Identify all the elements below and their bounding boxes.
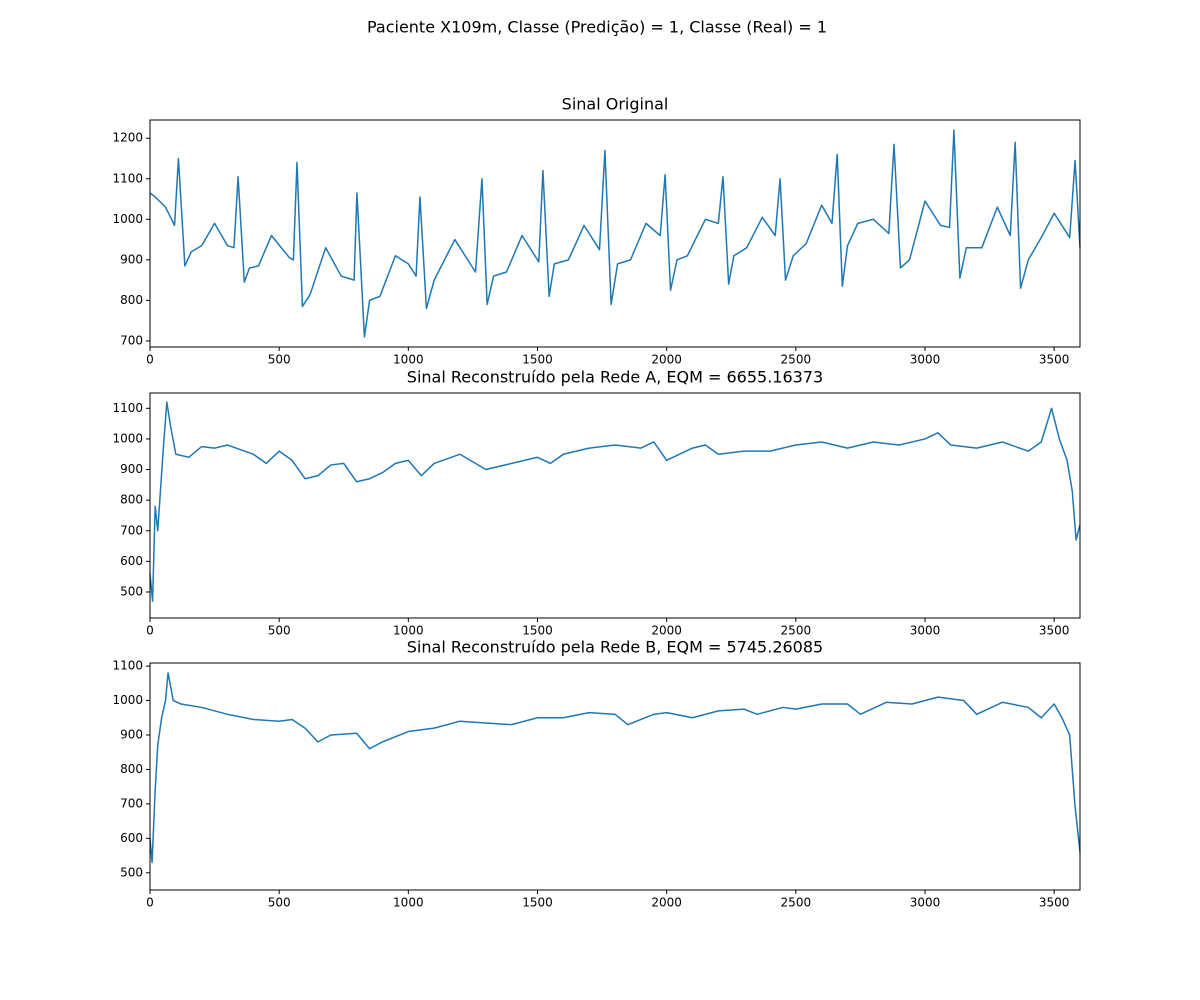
axes-frame [149, 662, 1081, 891]
y-tick-label: 1000 [112, 693, 143, 707]
y-tick-label: 700 [120, 523, 143, 537]
x-tick-label: 3500 [1039, 896, 1070, 910]
signal-line [149, 401, 1081, 602]
x-tick-label: 1500 [522, 624, 553, 638]
x-tick-label: 2500 [781, 896, 812, 910]
y-tick-label: 1100 [112, 401, 143, 415]
x-tick-label: 2500 [781, 624, 812, 638]
x-tick-label: 3000 [910, 353, 941, 367]
y-tick-label: 1200 [112, 131, 143, 145]
y-tick-label: 700 [120, 796, 143, 810]
x-tick-label: 1000 [393, 624, 424, 638]
y-tick-label: 900 [120, 727, 143, 741]
y-tick-label: 1100 [112, 659, 143, 673]
y-tick-label: 900 [120, 462, 143, 476]
y-tick-label: 700 [120, 333, 143, 347]
subplot-title: Sinal Original [562, 95, 669, 114]
y-tick-label: 1000 [112, 431, 143, 445]
x-tick-label: 3500 [1039, 624, 1070, 638]
y-tick-label: 800 [120, 293, 143, 307]
axes-frame [149, 392, 1081, 619]
x-tick-label: 500 [268, 353, 291, 367]
x-tick-label: 3000 [910, 896, 941, 910]
x-tick-label: 1500 [522, 896, 553, 910]
x-tick-label: 500 [268, 896, 291, 910]
subplot-title: Sinal Reconstruído pela Rede B, EQM = 57… [407, 638, 823, 657]
figure-title: Paciente X109m, Classe (Predição) = 1, C… [367, 18, 827, 37]
x-tick-label: 0 [146, 624, 154, 638]
y-tick-label: 1000 [112, 212, 143, 226]
y-tick-label: 1100 [112, 171, 143, 185]
y-tick-label: 800 [120, 493, 143, 507]
x-tick-label: 0 [146, 896, 154, 910]
x-tick-label: 0 [146, 353, 154, 367]
x-tick-label: 1500 [522, 353, 553, 367]
subplot-title: Sinal Reconstruído pela Rede A, EQM = 66… [407, 368, 823, 387]
y-tick-label: 500 [120, 865, 143, 879]
y-tick-label: 600 [120, 831, 143, 845]
x-tick-label: 2000 [651, 624, 682, 638]
x-tick-label: 2500 [781, 353, 812, 367]
y-tick-label: 600 [120, 554, 143, 568]
x-tick-label: 3000 [910, 624, 941, 638]
axes-frame [149, 119, 1081, 348]
x-tick-label: 3500 [1039, 353, 1070, 367]
signal-line [149, 672, 1081, 864]
signal-line [149, 129, 1081, 338]
y-tick-label: 800 [120, 762, 143, 776]
y-tick-label: 500 [120, 584, 143, 598]
y-tick-label: 900 [120, 252, 143, 266]
x-tick-label: 1000 [393, 353, 424, 367]
x-tick-label: 2000 [651, 353, 682, 367]
x-tick-label: 500 [268, 624, 291, 638]
x-tick-label: 2000 [651, 896, 682, 910]
x-tick-label: 1000 [393, 896, 424, 910]
